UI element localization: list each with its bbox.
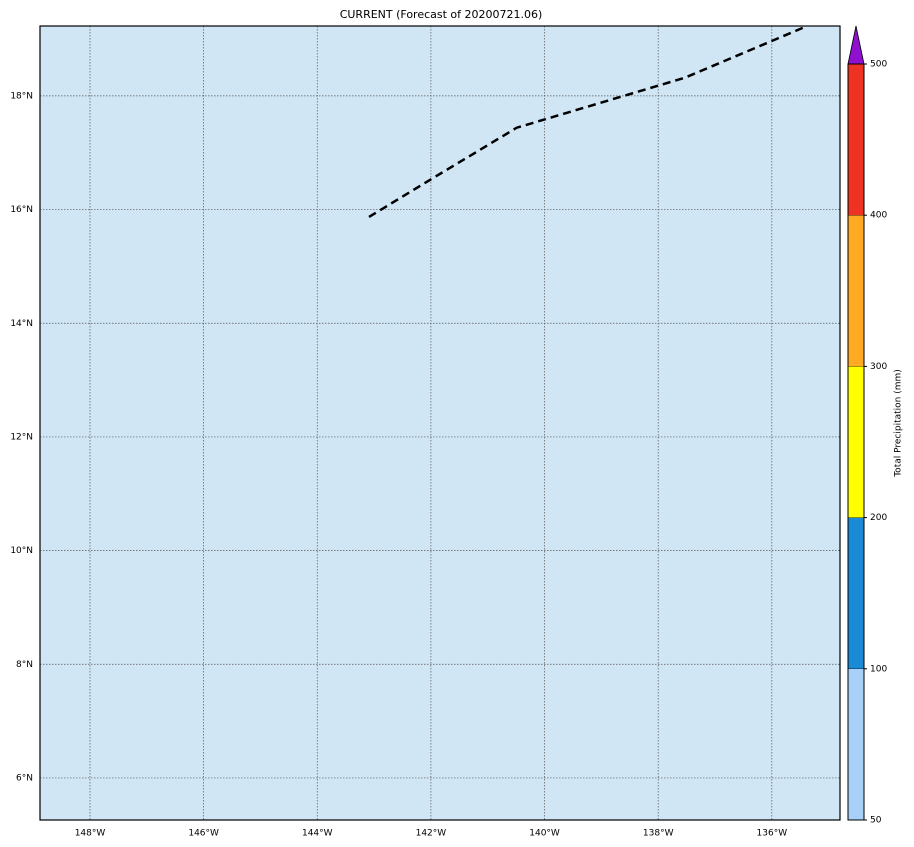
colorbar-tick-label: 500: [870, 60, 887, 70]
map-title: CURRENT (Forecast of 20200721.06): [340, 8, 543, 21]
ocean: [40, 26, 840, 820]
colorbar-segment: [847, 215, 865, 367]
colorbar-segment: [847, 63, 865, 216]
map-frame: [39, 25, 841, 821]
lon-label: 144°W: [302, 829, 333, 839]
storm-track: [368, 26, 804, 219]
lon-label: 136°W: [757, 829, 788, 839]
colorbar-tick-label: 50: [870, 816, 882, 826]
colorbar-tick-label: 200: [870, 513, 887, 523]
colorbar-segment: [847, 366, 865, 518]
lon-label: 148°W: [75, 829, 106, 839]
colorbar-segment: [847, 668, 865, 821]
lat-label: 8°N: [16, 660, 33, 670]
lat-label: 16°N: [10, 205, 33, 215]
lon-label: 140°W: [529, 829, 560, 839]
lon-label: 142°W: [416, 829, 447, 839]
lat-label: 10°N: [10, 546, 33, 556]
colorbar-tick-label: 400: [870, 211, 887, 221]
lat-label: 18°N: [10, 91, 33, 101]
lat-label: 12°N: [10, 432, 33, 442]
lat-label: 14°N: [10, 319, 33, 329]
lon-label: 146°W: [188, 829, 219, 839]
colorbar-extend: [847, 25, 865, 65]
lat-label: 6°N: [16, 773, 33, 783]
colorbar-label: Total Precipitation (mm): [894, 369, 904, 478]
colorbar-tick-label: 100: [870, 664, 887, 674]
lon-label: 138°W: [643, 829, 674, 839]
colorbar-segment: [847, 517, 865, 669]
colorbar-tick-label: 300: [870, 362, 887, 372]
colorbar-frame: [847, 63, 865, 821]
